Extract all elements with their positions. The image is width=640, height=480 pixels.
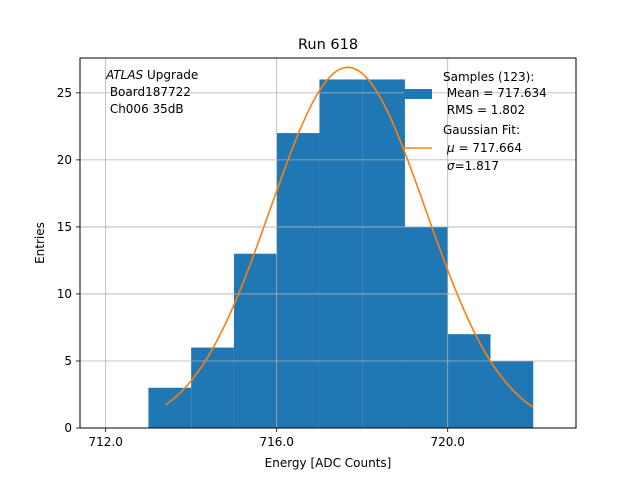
legend-sigma-value: =1.817 <box>455 159 499 173</box>
annotation-line-2: Board187722 <box>106 85 191 99</box>
plot-frame <box>79 57 577 429</box>
histogram-bar <box>148 387 192 428</box>
legend-mu-value: = 717.664 <box>455 141 522 155</box>
annotation-box: ATLAS Upgrade Board187722 Ch006 35dB <box>105 68 198 116</box>
x-tick-label: 720.0 <box>431 435 465 449</box>
chart-title: Run 618 <box>298 37 358 53</box>
gaussian-fit <box>165 66 534 408</box>
legend-fit-line-3: σ=1.817 <box>447 159 499 173</box>
y-tick-label: 0 <box>64 421 72 435</box>
annotation-upgrade: Upgrade <box>143 68 198 82</box>
histogram-bar <box>276 133 320 429</box>
histogram-bar <box>233 253 277 428</box>
x-axis-label: Energy [ADC Counts] <box>265 456 392 470</box>
y-tick-label: 15 <box>57 220 72 234</box>
legend-samples-line-1: Samples (123): <box>443 70 534 84</box>
legend-sigma-symbol: σ <box>447 159 455 173</box>
legend-fit-line-1: Gaussian Fit: <box>443 123 520 137</box>
legend-samples-swatch <box>404 89 432 99</box>
histogram-bar <box>404 226 448 428</box>
y-tick-label: 10 <box>57 287 72 301</box>
y-tick-label: 20 <box>57 153 72 167</box>
histogram-bars <box>148 79 534 429</box>
fit-curve <box>165 66 534 408</box>
annotation-line-1: ATLAS Upgrade <box>105 68 198 82</box>
histogram-bar <box>447 334 491 428</box>
histogram-bar <box>191 347 234 428</box>
legend-samples-line-2: Mean = 717.634 <box>443 86 547 100</box>
legend-samples-line-3: RMS = 1.802 <box>443 103 525 117</box>
histogram-bar <box>319 79 363 428</box>
histogram-bar <box>362 79 405 428</box>
annotation-line-3: Ch006 35dB <box>106 102 184 116</box>
y-axis-label: Entries <box>33 222 47 264</box>
x-tick-label: 716.0 <box>260 435 294 449</box>
y-tick-label: 25 <box>57 86 72 100</box>
legend-fit-line-2: μ = 717.664 <box>446 141 522 155</box>
annotation-atlas: ATLAS <box>105 68 144 82</box>
x-tick-label: 712.0 <box>88 435 122 449</box>
y-axis-ticks: 0 5 10 15 20 25 <box>57 86 80 435</box>
y-tick-label: 5 <box>64 354 72 368</box>
legend: Samples (123): Mean = 717.634 RMS = 1.80… <box>404 70 547 173</box>
x-axis-ticks: 712.0 716.0 720.0 <box>88 428 465 449</box>
legend-mu-symbol: μ <box>446 141 455 155</box>
